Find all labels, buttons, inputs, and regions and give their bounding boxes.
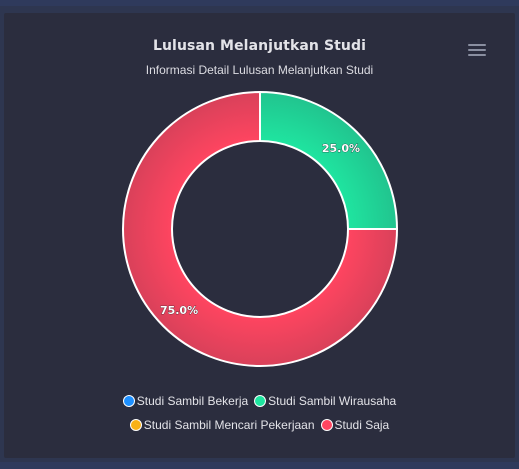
legend-item-studi-sambil-bekerja[interactable]: Studi Sambil Bekerja xyxy=(122,394,249,408)
legend-label: Studi Sambil Mencari Pekerjaan xyxy=(143,418,315,432)
legend-label: Studi Sambil Bekerja xyxy=(136,394,249,408)
legend-label: Studi Sambil Wirausaha xyxy=(268,394,397,408)
legend-marker-icon xyxy=(320,419,333,431)
chart-subtitle: Informasi Detail Lulusan Melanjutkan Stu… xyxy=(145,63,374,77)
data-label: 75.0% xyxy=(160,304,198,317)
chart-legend: Studi Sambil Bekerja Studi Sambil Wirausa… xyxy=(4,389,515,437)
chart-title: Lulusan Melanjutkan Studi xyxy=(152,38,367,54)
legend-marker-icon xyxy=(122,395,135,407)
legend-label: Studi Saja xyxy=(334,418,390,432)
chart-card: Lulusan Melanjutkan Studi Informasi Deta… xyxy=(4,13,515,458)
legend-item-studi-sambil-wirausaha[interactable]: Studi Sambil Wirausaha xyxy=(254,394,396,408)
data-label: 25.0% xyxy=(322,142,360,155)
legend-marker-icon xyxy=(254,395,267,407)
bottom-border xyxy=(0,462,519,469)
menu-line xyxy=(468,49,486,51)
legend-row: Studi Sambil Bekerja Studi Sambil Wirausa… xyxy=(4,389,515,413)
donut-slice-studi-sambil-wirausaha[interactable] xyxy=(259,90,399,230)
legend-item-studi-saja[interactable]: Studi Saja xyxy=(320,418,390,432)
donut-chart: 25.0% 75.0% xyxy=(122,90,399,367)
menu-line xyxy=(468,44,486,46)
top-border xyxy=(0,0,519,6)
hamburger-menu-icon[interactable] xyxy=(468,44,486,58)
legend-item-studi-sambil-mencari-pekerjaan[interactable]: Studi Sambil Mencari Pekerjaan xyxy=(129,418,315,432)
menu-line xyxy=(468,54,486,56)
legend-marker-icon xyxy=(129,419,142,431)
donut-slice-studi-saja[interactable] xyxy=(122,90,399,367)
legend-row: Studi Sambil Mencari Pekerjaan Studi Saja xyxy=(4,413,515,437)
